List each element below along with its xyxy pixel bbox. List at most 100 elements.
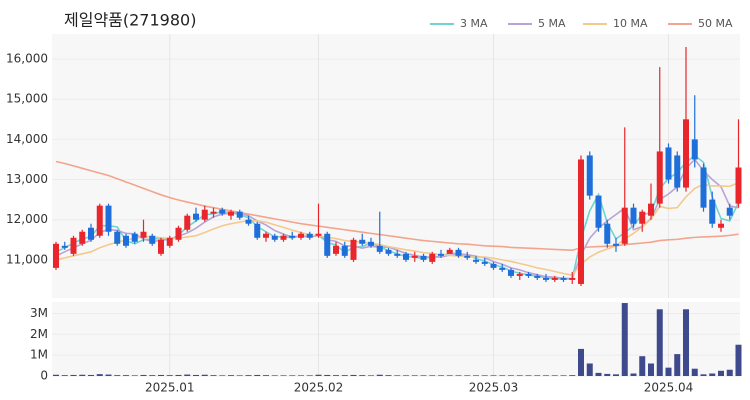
- volume-bar: [403, 375, 409, 376]
- candle-body: [446, 249, 453, 254]
- volume-bar: [630, 373, 637, 376]
- candle-body: [70, 237, 77, 254]
- candle-body: [184, 215, 191, 230]
- candle-body: [210, 211, 217, 214]
- volume-bar: [228, 375, 234, 376]
- candle-body: [411, 255, 418, 258]
- y-tick-label: 13,000: [6, 172, 48, 186]
- volume-bar: [490, 375, 497, 376]
- volume-bar: [473, 375, 479, 376]
- volume-bar: [613, 374, 619, 376]
- volume-bar: [271, 375, 278, 376]
- candle-body: [473, 259, 479, 262]
- volume-bar: [263, 375, 269, 376]
- volume-bar: [525, 375, 532, 376]
- chart-title: 제일약품(271980): [64, 11, 196, 30]
- volume-bar: [464, 375, 471, 376]
- volume-bar: [595, 372, 602, 376]
- candle-body: [359, 239, 366, 244]
- volume-bar: [254, 374, 261, 376]
- candle-body: [350, 239, 357, 260]
- volume-bar: [455, 375, 462, 376]
- volume-bar: [324, 374, 331, 376]
- volume-bar: [61, 375, 68, 376]
- candle-body: [341, 245, 348, 256]
- volume-bar: [621, 303, 628, 376]
- volume-bar: [280, 375, 287, 376]
- volume-bar: [341, 375, 348, 376]
- candle-body: [280, 235, 287, 240]
- candle-body: [123, 235, 129, 246]
- volume-bar: [350, 374, 357, 376]
- volume-bar: [674, 354, 681, 376]
- candle-body: [621, 207, 628, 244]
- candle-body: [245, 219, 252, 224]
- x-tick-label: 2025.01: [145, 381, 195, 395]
- volume-bar: [446, 375, 453, 376]
- volume-bar: [700, 374, 707, 376]
- x-tick-label: 2025.04: [644, 381, 694, 395]
- candle-body: [193, 213, 199, 220]
- volume-bar: [149, 375, 156, 376]
- candle-body: [543, 277, 549, 280]
- candle-body: [726, 207, 733, 216]
- volume-bar: [718, 370, 724, 376]
- volume-bar: [499, 375, 506, 376]
- candle-body: [158, 239, 164, 254]
- volume-bar: [586, 363, 593, 376]
- candle-body: [691, 139, 698, 160]
- volume-bar: [201, 374, 208, 376]
- volume-bar: [578, 348, 584, 376]
- candle-body: [114, 231, 121, 244]
- candle-body: [586, 155, 593, 196]
- y-tick-label: 3M: [30, 306, 48, 320]
- candle-body: [429, 253, 436, 262]
- candle-body: [61, 245, 68, 248]
- volume-bar: [560, 375, 567, 376]
- candle-body: [263, 233, 269, 238]
- candle-body: [481, 261, 488, 264]
- candle-body: [516, 273, 523, 276]
- volume-bar: [508, 375, 514, 376]
- candle-body: [464, 255, 471, 258]
- candle-body: [394, 253, 401, 256]
- volume-bar: [639, 356, 646, 376]
- volume-bar: [438, 375, 444, 376]
- candle-body: [403, 253, 409, 260]
- volume-bar: [726, 369, 733, 376]
- volume-bar: [219, 375, 226, 376]
- volume-bar: [210, 375, 217, 376]
- volume-bar: [691, 368, 698, 376]
- volume-bar: [385, 375, 392, 376]
- volume-bar: [359, 375, 366, 376]
- candle-body: [236, 211, 243, 218]
- candle-body: [376, 245, 383, 252]
- candle-body: [709, 199, 716, 224]
- volume-bar: [376, 374, 383, 376]
- y-tick-label: 2M: [30, 327, 48, 341]
- candle-body: [595, 195, 602, 228]
- volume-bar: [315, 374, 322, 376]
- legend-label: 10 MA: [613, 17, 648, 30]
- y-tick-label: 1M: [30, 348, 48, 362]
- volume-bar: [368, 375, 374, 376]
- candle-body: [53, 243, 59, 268]
- candle-body: [96, 205, 103, 236]
- legend-label: 50 MA: [698, 17, 733, 30]
- volume-bar: [131, 375, 138, 376]
- volume-bar: [420, 375, 427, 376]
- candle-body: [228, 211, 234, 216]
- y-tick-label: 11,000: [6, 252, 48, 266]
- candle-body: [735, 167, 742, 204]
- candle-body: [289, 235, 296, 238]
- volume-bar: [333, 375, 339, 376]
- volume-bar: [245, 375, 252, 376]
- volume-bar: [481, 375, 488, 376]
- volume-bar: [140, 374, 147, 376]
- volume-bar: [665, 367, 672, 376]
- candle-body: [604, 223, 611, 244]
- volume-bar: [193, 374, 199, 376]
- volume-bar: [53, 374, 59, 376]
- candle-body: [315, 233, 322, 236]
